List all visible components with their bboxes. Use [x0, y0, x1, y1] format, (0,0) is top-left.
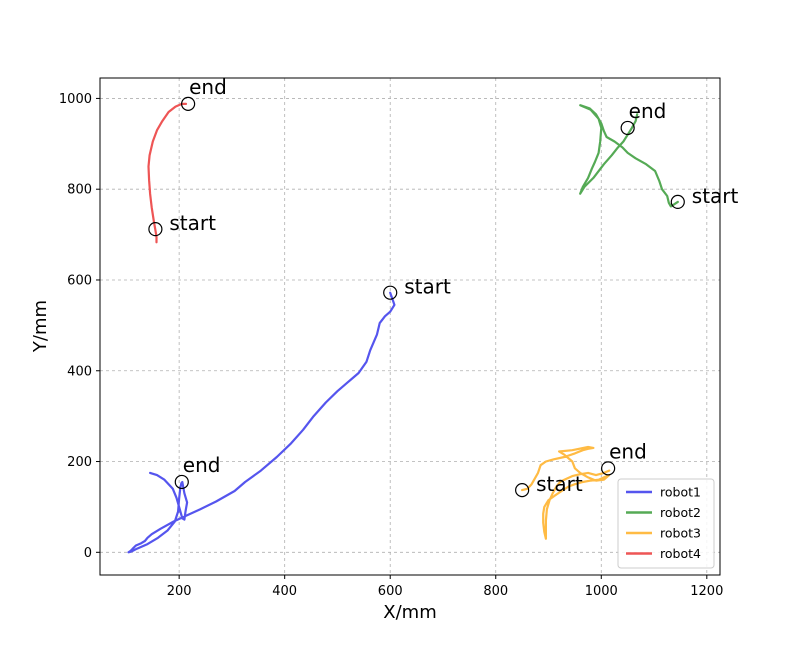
grid [100, 78, 720, 575]
robot2-end-label: end [629, 99, 667, 123]
robot4-trajectory [147, 102, 188, 244]
robot1-trajectory [127, 291, 396, 554]
robot3-trajectory [520, 445, 611, 540]
annotation-layer: start end start end start end start end [148, 75, 739, 498]
robot2-start-label: start [692, 184, 739, 208]
x-tick-label-1000: 1000 [585, 584, 618, 599]
robot1-start-label: start [404, 275, 451, 299]
y-tick-label-1000: 1000 [59, 92, 92, 107]
y-tick-label-400: 400 [67, 364, 92, 379]
legend-label-robot1: robot1 [660, 485, 701, 500]
robot2-start-marker [670, 194, 685, 210]
robot1-end-marker [174, 474, 189, 490]
y-axis-label: Y/mm [30, 300, 51, 353]
robot3-end-marker [601, 461, 616, 476]
x-tick-label-1200: 1200 [690, 584, 723, 599]
x-tick-label-800: 800 [483, 584, 508, 599]
robot3-start-label: start [536, 472, 583, 496]
x-tick-label-400: 400 [272, 584, 297, 599]
legend-label-robot3: robot3 [660, 526, 701, 541]
robot1-end-label: end [183, 453, 221, 477]
y-tick-label-0: 0 [84, 546, 92, 561]
y-tick-label-200: 200 [67, 455, 92, 470]
x-tick-label-600: 600 [378, 584, 403, 599]
robot4-start-label: start [169, 211, 216, 235]
robot4-start-marker [148, 222, 163, 237]
robot2-trajectory [579, 104, 679, 208]
legend-label-robot4: robot4 [660, 546, 701, 561]
series-layer [127, 102, 679, 554]
robot3-end-label: end [609, 439, 647, 463]
legend: robot1 robot2 robot3 robot4 [617, 478, 715, 569]
plot-area [100, 78, 720, 575]
x-axis-label: X/mm [383, 602, 436, 623]
x-tick-label-200: 200 [167, 584, 192, 599]
plot-frame [99, 77, 721, 576]
robot4-end-marker [181, 96, 196, 111]
robot3-start-marker [515, 483, 530, 498]
y-tick-label-800: 800 [67, 183, 92, 198]
robot1-start-marker [383, 285, 398, 300]
legend-box [617, 478, 715, 569]
robot4-end-label: end [189, 75, 227, 99]
legend-label-robot2: robot2 [660, 505, 701, 520]
y-tick-label-600: 600 [67, 273, 92, 288]
robot2-end-marker [620, 120, 635, 136]
axis-ticks: 200 400 600 800 1000 1200 0 200 400 600 800 1000 [59, 92, 723, 599]
